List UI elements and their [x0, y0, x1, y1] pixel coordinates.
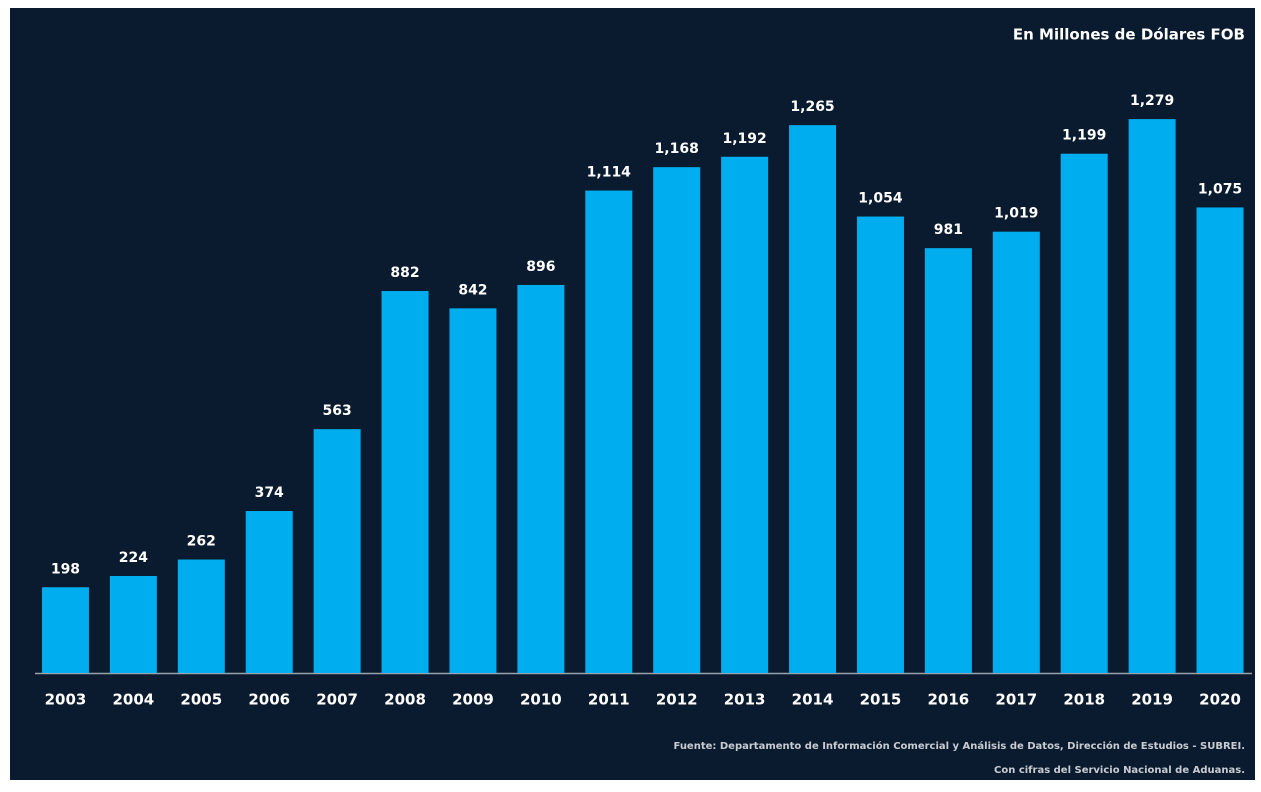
- value-label: 224: [119, 550, 148, 566]
- x-tick-label: 2009: [452, 691, 494, 709]
- value-label: 882: [390, 265, 419, 281]
- bar: [789, 125, 837, 673]
- x-tick-label: 2005: [180, 691, 222, 709]
- bar: [245, 511, 293, 673]
- source-note: Fuente: Departamento de Información Come…: [673, 740, 1245, 752]
- bar: [517, 284, 565, 673]
- value-label: 1,199: [1062, 128, 1106, 144]
- x-tick-label: 2014: [792, 691, 834, 709]
- value-label: 1,019: [994, 206, 1038, 222]
- x-tick-label: 2017: [995, 691, 1037, 709]
- x-tick-label: 2020: [1199, 691, 1241, 709]
- bar: [1196, 207, 1244, 673]
- bar: [992, 231, 1040, 673]
- value-label: 262: [187, 534, 216, 550]
- bar: [1128, 119, 1176, 674]
- value-label: 1,075: [1198, 181, 1242, 197]
- value-label: 1,192: [722, 131, 766, 147]
- bar: [924, 248, 972, 673]
- bar: [449, 308, 497, 673]
- bar: [585, 190, 633, 673]
- value-label: 374: [255, 485, 284, 501]
- bar: [381, 291, 429, 673]
- value-label: 1,265: [790, 99, 834, 115]
- x-tick-label: 2010: [520, 691, 562, 709]
- bar: [1060, 153, 1108, 673]
- x-tick-label: 2018: [1063, 691, 1105, 709]
- x-tick-label: 2015: [860, 691, 902, 709]
- bar: [177, 559, 225, 673]
- value-label: 563: [323, 403, 352, 419]
- x-tick-label: 2006: [248, 691, 290, 709]
- bar: [41, 587, 89, 673]
- x-tick-label: 2013: [724, 691, 766, 709]
- value-label: 198: [51, 561, 80, 577]
- x-tick-label: 2007: [316, 691, 358, 709]
- value-label: 896: [526, 259, 555, 275]
- value-label: 842: [458, 282, 487, 298]
- chart-title: En Millones de Dólares FOB: [1013, 26, 1245, 44]
- bar: [856, 216, 904, 673]
- x-tick-label: 2004: [113, 691, 155, 709]
- x-tick-label: 2011: [588, 691, 630, 709]
- bar: [721, 156, 769, 673]
- bar: [109, 575, 157, 673]
- x-tick-label: 2008: [384, 691, 426, 709]
- value-label: 981: [934, 222, 963, 238]
- bar: [653, 167, 701, 674]
- x-tick-label: 2012: [656, 691, 698, 709]
- value-label: 1,114: [587, 165, 632, 181]
- x-tick-label: 2003: [45, 691, 87, 709]
- value-label: 1,168: [655, 141, 699, 157]
- bar: [313, 429, 361, 673]
- source-note: Con cifras del Servicio Nacional de Adua…: [994, 765, 1245, 776]
- x-tick-label: 2019: [1131, 691, 1173, 709]
- x-tick-label: 2016: [928, 691, 970, 709]
- value-label: 1,279: [1130, 93, 1174, 109]
- value-label: 1,054: [858, 191, 903, 207]
